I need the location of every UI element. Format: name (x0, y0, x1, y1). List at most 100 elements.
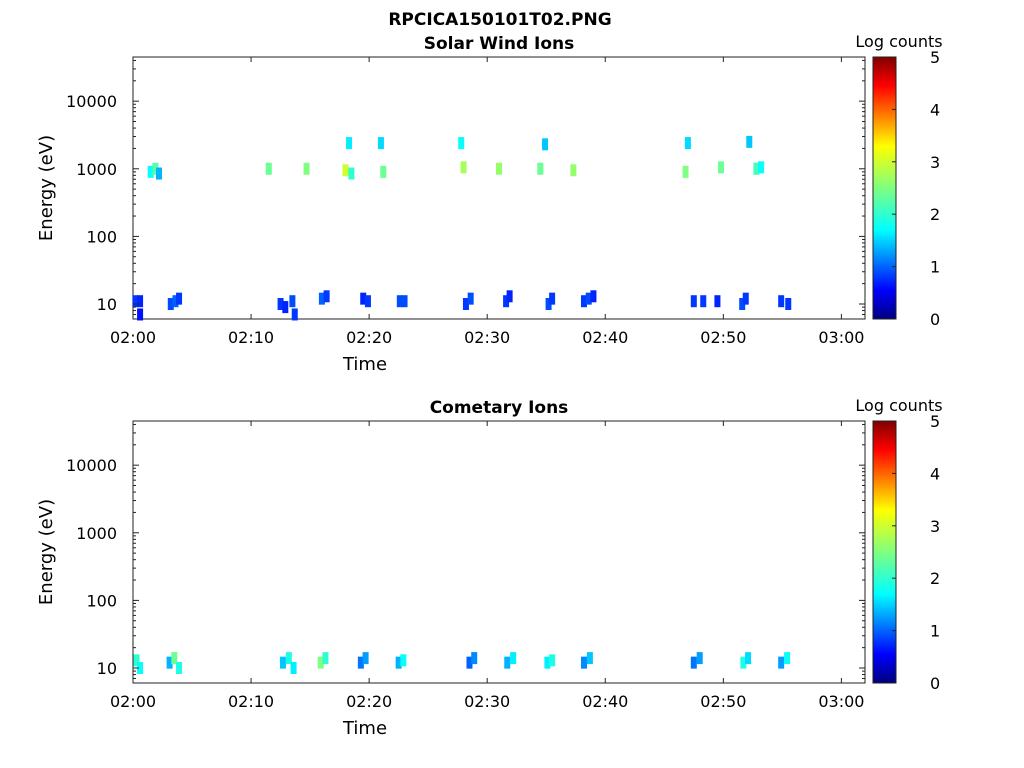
data-cell (137, 662, 144, 675)
data-cell (758, 161, 765, 174)
data-cell (717, 161, 724, 174)
data-cell (176, 292, 183, 305)
x-tick-label: 02:40 (582, 692, 628, 711)
colorbar-tick-label: 4 (930, 464, 940, 483)
y-axis-label: Energy (eV) (36, 499, 57, 605)
y-tick-label: 10000 (66, 456, 117, 475)
data-cell (400, 654, 407, 667)
panel-title: Solar Wind Ions (424, 34, 575, 54)
data-cell (289, 295, 296, 308)
data-cell (778, 656, 785, 669)
colorbar-tick-label: 2 (930, 205, 940, 224)
data-cell (745, 652, 752, 665)
data-cell (471, 652, 478, 665)
data-cell (401, 295, 408, 308)
data-cell (166, 656, 173, 669)
data-cell (348, 167, 355, 180)
data-cell (155, 167, 162, 180)
x-tick-label: 02:30 (464, 692, 510, 711)
data-cell (172, 295, 179, 308)
x-axis-label: Time (342, 354, 387, 375)
data-cell (542, 138, 549, 151)
colorbar-tick-label: 5 (930, 48, 940, 67)
data-cell (462, 298, 469, 311)
data-cell (537, 162, 544, 175)
plot-area (132, 420, 866, 684)
data-cell (570, 164, 577, 177)
data-cell (396, 295, 403, 308)
data-cell (700, 295, 707, 308)
colorbar-tick-label: 3 (930, 153, 940, 172)
data-cell (342, 164, 349, 177)
data-cell (171, 652, 178, 665)
y-tick-label: 100 (86, 591, 117, 610)
data-cell (682, 165, 689, 178)
data-cell (346, 137, 353, 150)
data-cell (364, 295, 371, 308)
data-cell (586, 652, 593, 665)
data-cell (147, 165, 154, 178)
x-tick-label: 02:20 (346, 328, 392, 347)
colorbar-tick-label: 1 (930, 622, 940, 641)
x-tick-label: 03:00 (818, 692, 864, 711)
data-cell (545, 298, 552, 311)
data-cell (549, 654, 556, 667)
x-tick-label: 02:50 (700, 328, 746, 347)
colorbar-tick-label: 2 (930, 569, 940, 588)
data-cell (549, 292, 556, 305)
data-cell (357, 656, 364, 669)
data-cell (460, 161, 467, 174)
colorbar-label: Log counts (855, 32, 942, 51)
data-cell (133, 654, 140, 667)
data-cell (504, 656, 511, 669)
x-tick-label: 02:10 (228, 692, 274, 711)
colorbar (872, 420, 897, 684)
data-cell (753, 162, 760, 175)
data-cell (282, 301, 289, 314)
data-cell (742, 292, 749, 305)
data-cell (714, 295, 721, 308)
y-tick-label: 10000 (66, 92, 117, 111)
data-cell (290, 662, 297, 675)
data-cell (395, 656, 402, 669)
colorbar-tick-label: 3 (930, 517, 940, 536)
data-cell (510, 652, 517, 665)
data-cell (380, 165, 387, 178)
data-cell (317, 656, 324, 669)
figure-title: RPCICA150101T02.PNG (388, 10, 611, 30)
x-tick-label: 02:00 (110, 692, 156, 711)
x-tick-label: 02:30 (464, 328, 510, 347)
data-cell (506, 290, 513, 303)
data-cell (152, 162, 159, 175)
data-cell (746, 135, 753, 148)
data-cell (684, 137, 691, 150)
data-cell (696, 652, 703, 665)
data-cell (176, 662, 183, 675)
x-tick-label: 02:20 (346, 692, 392, 711)
data-cell (360, 292, 367, 305)
data-cell (323, 290, 330, 303)
data-cell (318, 292, 325, 305)
colorbar-tick-label: 1 (930, 258, 940, 277)
data-cell (503, 295, 510, 308)
data-cell (690, 656, 697, 669)
x-axis-label: Time (342, 718, 387, 739)
plot-area (132, 56, 866, 320)
x-tick-label: 02:40 (582, 328, 628, 347)
data-cell (690, 295, 697, 308)
data-cell (303, 162, 310, 175)
data-cell (784, 652, 791, 665)
data-cell (291, 308, 298, 321)
data-cell (581, 295, 588, 308)
data-cell (265, 162, 272, 175)
colorbar-tick-label: 5 (930, 412, 940, 431)
data-cell (132, 295, 139, 308)
y-tick-label: 1000 (76, 160, 117, 179)
data-cell (377, 137, 384, 150)
data-cell (137, 308, 144, 321)
solar-wind-ions-panel: Solar Wind Ions 02:00 02:10 02:20 02:30 02:40… (36, 32, 943, 375)
data-cell (496, 162, 502, 175)
colorbar-tick-label: 4 (930, 100, 940, 119)
